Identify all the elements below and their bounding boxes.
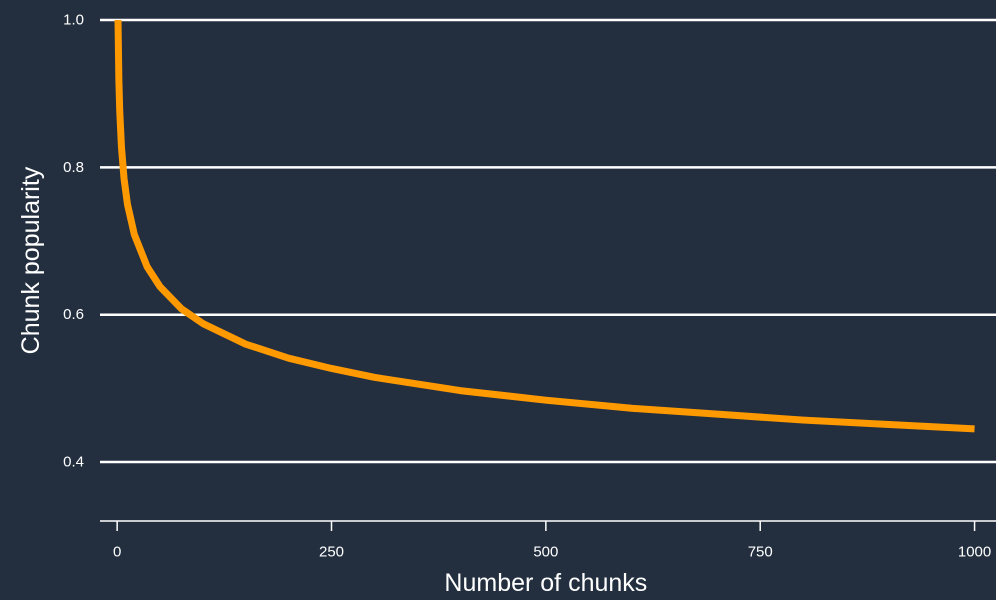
y-tick-label: 0.6 xyxy=(63,306,84,323)
y-axis-title: Chunk popularity xyxy=(17,166,45,354)
x-tick-label: 750 xyxy=(748,544,773,561)
x-tick-label: 1000 xyxy=(958,544,991,561)
x-tick-label: 0 xyxy=(113,544,121,561)
axis-layer xyxy=(100,520,996,531)
grid-layer xyxy=(100,18,996,464)
popularity-series-line xyxy=(114,19,975,433)
y-tick-label: 0.4 xyxy=(63,454,84,471)
series-layer xyxy=(114,19,975,433)
x-axis-title: Number of chunks xyxy=(444,569,647,597)
y-tick-label: 1.0 xyxy=(63,12,84,29)
x-tick-label: 500 xyxy=(533,544,558,561)
x-tick-label: 250 xyxy=(319,544,344,561)
y-tick-label: 0.8 xyxy=(63,159,84,176)
label-layer: Number of chunks Chunk popularity 0.4 0.6… xyxy=(17,12,991,598)
